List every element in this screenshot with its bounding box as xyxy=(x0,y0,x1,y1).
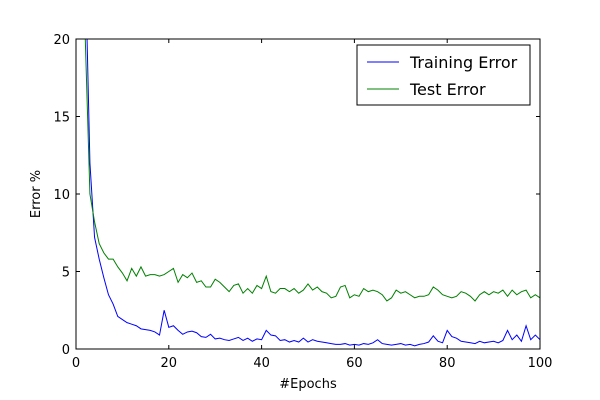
plot-area xyxy=(84,39,540,347)
y-tick-label: 5 xyxy=(62,266,70,281)
y-tick-label: 10 xyxy=(53,188,70,203)
x-tick-label: 60 xyxy=(346,356,363,371)
x-tick-label: 80 xyxy=(439,356,456,371)
y-tick-label: 15 xyxy=(53,111,70,126)
y-axis-label: Error % xyxy=(29,170,44,218)
x-tick-label: 100 xyxy=(528,356,553,371)
x-tick-label: 0 xyxy=(72,356,80,371)
line-series xyxy=(86,39,540,347)
y-tick-label: 20 xyxy=(53,33,70,48)
y-tick-label: 0 xyxy=(62,343,70,358)
legend-label: Test Error xyxy=(409,80,486,99)
axes-frame xyxy=(75,38,541,350)
x-tick-label: 20 xyxy=(161,356,178,371)
legend-box xyxy=(356,44,531,106)
x-tick-label: 40 xyxy=(253,356,270,371)
line-series xyxy=(84,39,540,302)
x-axis-label: #Epochs xyxy=(279,377,337,392)
legend-label: Training Error xyxy=(409,53,518,72)
